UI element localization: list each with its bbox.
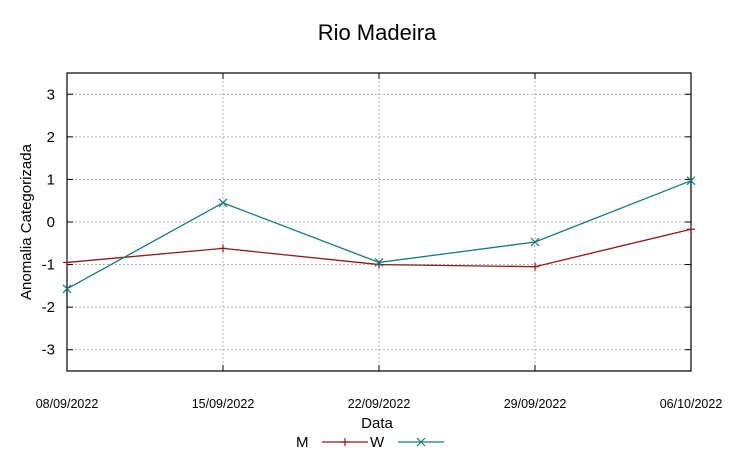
y-tick-label: -1 (42, 257, 55, 274)
x-tick-label: 15/09/2022 (192, 397, 255, 411)
legend-marker-m (341, 438, 349, 446)
y-tick-label: -3 (42, 342, 55, 359)
y-axis-ticks: 3 2 1 0 -1 -2 -3 (42, 86, 691, 359)
y-tick-label: 1 (47, 171, 55, 188)
data-point-m (63, 258, 71, 267)
data-point-m (219, 244, 227, 253)
legend-label-m: M (296, 434, 309, 451)
series-layer (62, 176, 696, 294)
y-tick-label: 2 (47, 129, 55, 146)
data-point-w (374, 258, 384, 267)
y-tick-label: 0 (47, 214, 55, 231)
y-tick-label: -2 (42, 299, 55, 316)
chart-title: Rio Madeira (318, 20, 437, 45)
y-axis-title: Anomalia Categorizada (18, 143, 35, 300)
x-tick-label: 06/10/2022 (660, 397, 723, 411)
x-tick-label: 08/09/2022 (36, 397, 99, 411)
legend-label-w: W (370, 434, 385, 451)
y-tick-label: 3 (47, 86, 55, 103)
x-tick-label: 29/09/2022 (504, 397, 567, 411)
legend-swatch-w (398, 437, 444, 447)
gridlines (66, 73, 692, 371)
x-tick-label: 22/09/2022 (348, 397, 411, 411)
x-axis-title: Data (361, 415, 393, 432)
x-axis-ticks: 08/09/2022 15/09/2022 22/09/2022 29/09/2022… (36, 73, 723, 411)
data-point-w (218, 198, 228, 208)
legend-swatch-m (322, 438, 368, 446)
data-point-m (687, 225, 695, 234)
legend-marker-w (416, 437, 426, 447)
data-point-w (62, 284, 72, 294)
legend: M W (296, 434, 444, 451)
data-point-m (531, 262, 539, 271)
data-point-w (530, 237, 540, 247)
data-point-w (686, 176, 696, 186)
